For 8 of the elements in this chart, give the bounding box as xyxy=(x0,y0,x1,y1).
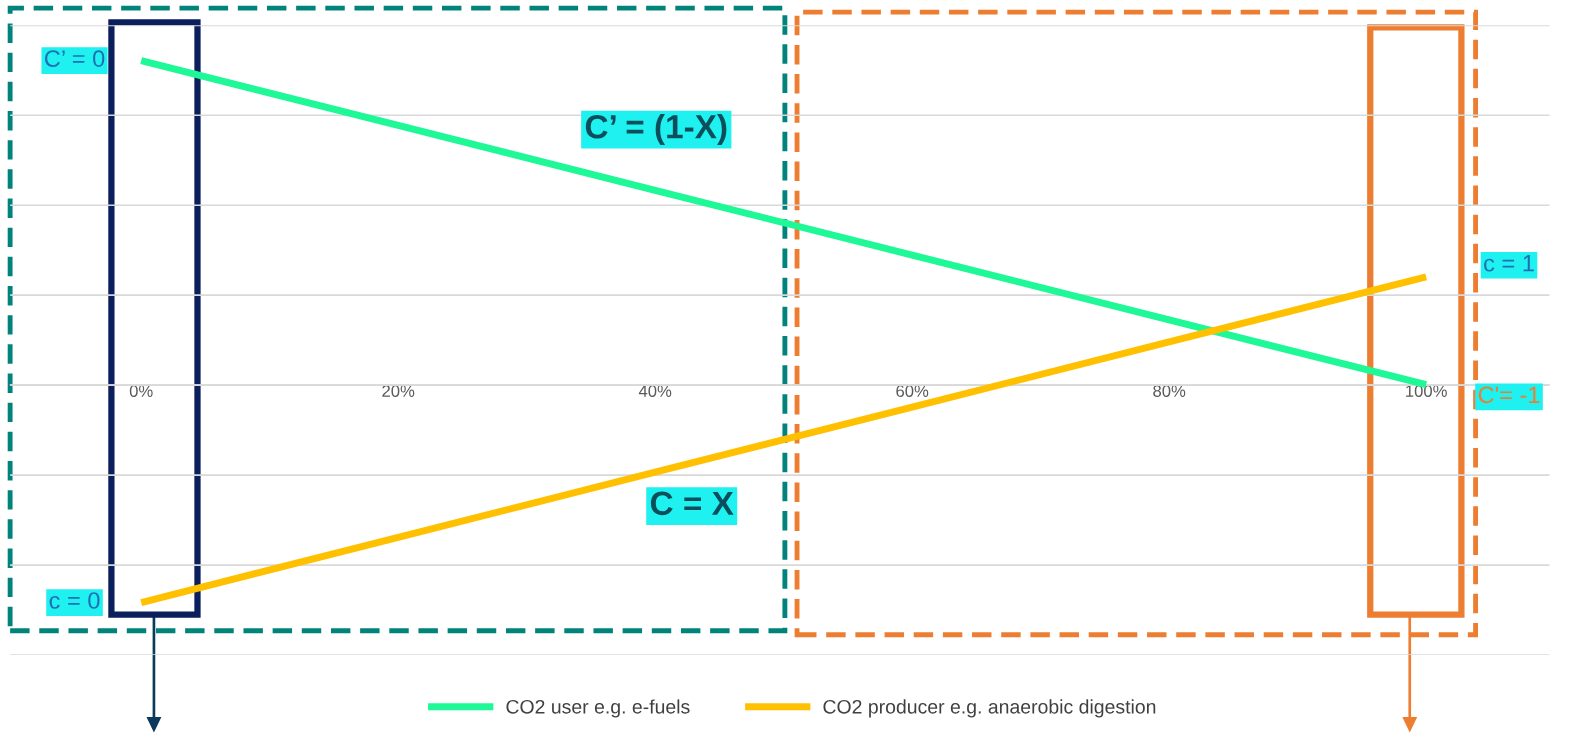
annotation: c = 1 xyxy=(1484,255,1534,272)
annotation: C’ = (1-X) xyxy=(585,114,727,146)
legend-label: CO2 producer e.g. anaerobic digestion xyxy=(823,699,1156,718)
annotation: C'= -1 xyxy=(1478,386,1540,404)
annotation: c = 0 xyxy=(49,592,100,609)
annotation: C’ = 0 xyxy=(45,50,105,67)
annotation: C = X xyxy=(650,491,734,516)
legend-label: CO2 user e.g. e-fuels xyxy=(506,699,690,718)
